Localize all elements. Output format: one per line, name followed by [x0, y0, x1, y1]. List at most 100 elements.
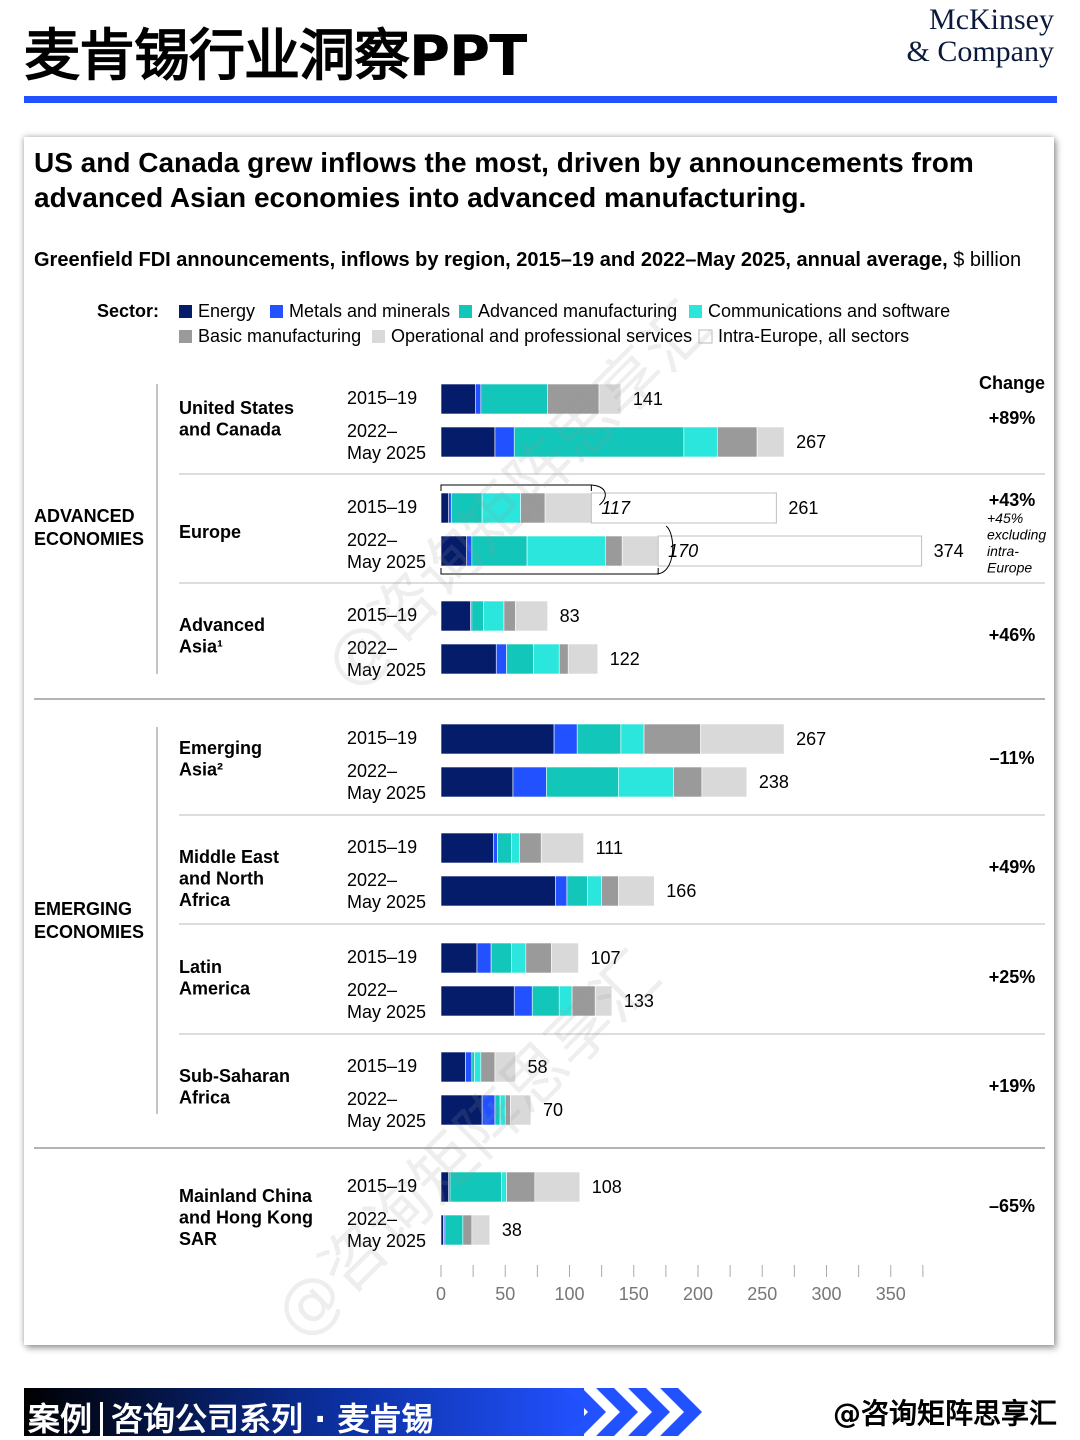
bar-total-label: 133 [624, 991, 654, 1011]
bar-segment [440, 1094, 483, 1126]
headline-line-1: US and Canada grew inflows the most, dri… [34, 147, 974, 178]
bar-segment [506, 643, 534, 675]
change-note: +45% [987, 510, 1023, 526]
change-value: +25% [989, 967, 1036, 987]
bar-total-label: 83 [560, 606, 580, 626]
bar-segment [571, 985, 596, 1017]
region-name: Middle East [179, 847, 279, 867]
legend-swatch [689, 305, 702, 318]
bar-segment [558, 985, 573, 1017]
region-name: Asia¹ [179, 637, 223, 657]
bar-segment [440, 383, 476, 415]
bar-segment [513, 985, 533, 1017]
bar-segment [520, 492, 546, 524]
legend-label: Communications and software [708, 301, 950, 321]
legend-swatch [270, 305, 283, 318]
bar-segment [494, 426, 515, 458]
bar-segment [466, 535, 473, 567]
bar-total-label: 107 [590, 948, 620, 968]
bar-segment [756, 426, 785, 458]
chart-card: US and Canada grew inflows the most, dri… [24, 137, 1054, 1345]
bar-segment [440, 766, 514, 798]
brand-line-1: McKinsey [929, 3, 1054, 36]
bar-segment [511, 942, 527, 974]
period-label: 2022– [347, 1209, 397, 1229]
subtotal-arrow [656, 525, 674, 575]
group-label: ECONOMIES [34, 529, 144, 549]
bar-total-label: 111 [596, 838, 623, 858]
period-label: 2015–19 [347, 605, 417, 625]
region-name: Europe [179, 522, 241, 542]
bar-segment [506, 1171, 536, 1203]
period-label: 2015–19 [347, 947, 417, 967]
header-rule [24, 96, 1057, 103]
bar-segment [465, 1051, 473, 1083]
axis-tick-label: 150 [619, 1284, 649, 1304]
legend-label: Operational and professional services [391, 326, 692, 346]
bar-segment [483, 600, 505, 632]
period-label: 2022– [347, 421, 397, 441]
period-label: 2015–19 [347, 837, 417, 857]
axis-tick-label: 200 [683, 1284, 713, 1304]
bar-segment [474, 1051, 482, 1083]
bar-segment [494, 1094, 501, 1126]
bar-segment [567, 643, 599, 675]
bar-segment [605, 535, 623, 567]
region-name: Emerging [179, 738, 262, 758]
bar-segment [471, 1214, 491, 1246]
bar-segment [558, 643, 569, 675]
legend-label: Metals and minerals [289, 301, 450, 321]
bar-segment [544, 492, 592, 524]
period-label: 2022– [347, 870, 397, 890]
bar-segment [440, 426, 496, 458]
group-label: ADVANCED [34, 506, 135, 526]
fdi-chart: US and Canada grew inflows the most, dri… [34, 147, 1046, 1304]
change-value: –65% [989, 1196, 1035, 1216]
footer-case-label: 案例 [28, 1400, 93, 1438]
bar-subtotal-label: 170 [668, 541, 698, 561]
brand-line-2: & Company [906, 35, 1055, 68]
bar-segment [440, 875, 556, 907]
bar-segment [440, 600, 471, 632]
bar-segment [700, 723, 785, 755]
legend-title: Sector: [97, 301, 159, 321]
bar-segment [471, 1051, 475, 1083]
region-name: and Hong Kong [179, 1208, 313, 1228]
period-label: 2022– [347, 638, 397, 658]
bar-segment [504, 1094, 511, 1126]
bar-segment [620, 723, 645, 755]
bar-segment [481, 1094, 496, 1126]
bar-segment [525, 942, 552, 974]
legend-swatch [698, 329, 713, 344]
bar-segment [450, 492, 483, 524]
bar-segment [551, 942, 579, 974]
bar-segment [503, 600, 516, 632]
bar-segment [494, 1051, 516, 1083]
axis-tick-label: 0 [436, 1284, 446, 1304]
bar-segment [448, 492, 452, 524]
bar-segment [618, 766, 674, 798]
footer-handle: @咨询矩阵思享汇 [832, 1397, 1057, 1430]
chart-subtitle: Greenfield FDI announcements, inflows by… [34, 249, 1021, 271]
region-name: America [179, 979, 251, 999]
group-label: EMERGING [34, 899, 132, 919]
bar-total-label: 267 [796, 729, 826, 749]
region-name: Africa [179, 1088, 231, 1108]
period-label: 2015–19 [347, 1056, 417, 1076]
legend-swatch [372, 330, 385, 343]
period-label: May 2025 [347, 443, 426, 463]
bar-segment [526, 535, 606, 567]
bar-segment [511, 832, 520, 864]
bar-segment [475, 383, 482, 415]
period-label: 2022– [347, 761, 397, 781]
bar-segment [683, 426, 718, 458]
axis-tick-label: 100 [554, 1284, 584, 1304]
bar-segment [601, 875, 619, 907]
change-note: Europe [987, 560, 1032, 576]
bar-segment [512, 766, 547, 798]
region-name: Asia² [179, 760, 223, 780]
bar-segment [519, 832, 542, 864]
region-name: United States [179, 398, 294, 418]
axis-tick-label: 350 [876, 1284, 906, 1304]
bar-segment [587, 875, 602, 907]
